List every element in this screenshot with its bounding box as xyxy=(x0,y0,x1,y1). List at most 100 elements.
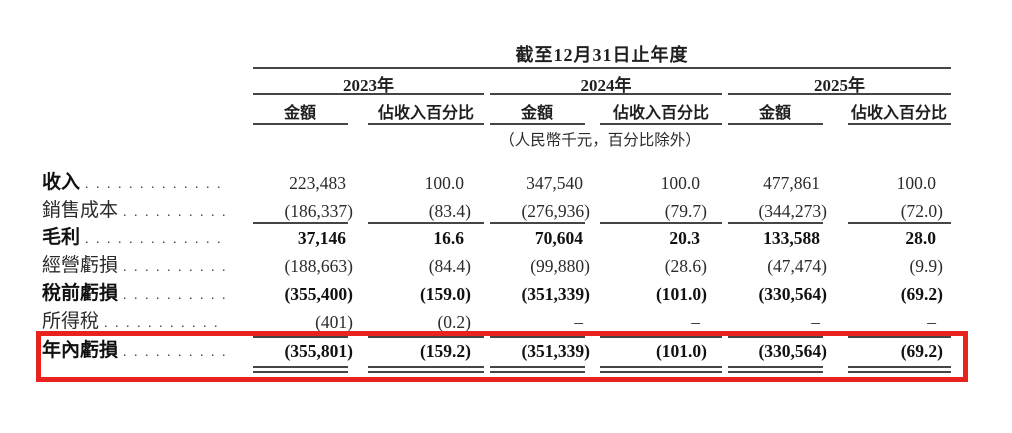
amount-cell: (351,339) xyxy=(521,284,590,304)
year-header-2025: 2025年 xyxy=(814,76,865,95)
amount-cell: (355,400) xyxy=(284,284,353,304)
subtotal-rule xyxy=(600,336,722,338)
column-header-underline-rule xyxy=(728,123,823,125)
percent-cell: (101.0) xyxy=(655,284,707,304)
currency-unit-note: （人民幣千元，百分比除外） xyxy=(499,132,701,149)
year-underline-rule xyxy=(253,93,484,95)
table-row: 收入 . . . . . . . . . . . . . . . . . . .… xyxy=(0,169,1012,197)
dot-leader: . . . . . . . . . . . . . . . . . . . . … xyxy=(85,232,225,247)
percent-cell: (159.2) xyxy=(419,341,471,361)
row-label: 稅前虧損 xyxy=(42,283,119,304)
percent-cell: 16.6 xyxy=(433,228,464,248)
percent-cell: (72.0) xyxy=(900,201,943,221)
amount-cell: – xyxy=(811,312,820,332)
table-row: 銷售成本 . . . . . . . . . . . . . . . . . .… xyxy=(0,197,1012,225)
subtotal-rule xyxy=(728,336,823,338)
row-label: 毛利 xyxy=(42,227,81,248)
subtotal-rule xyxy=(728,222,823,224)
amount-cell: (99,880) xyxy=(530,256,590,276)
percent-cell: (83.4) xyxy=(428,201,471,221)
subtotal-rule xyxy=(490,222,585,224)
amount-cell: 133,588 xyxy=(763,228,820,248)
total-double-rule xyxy=(253,366,348,368)
percent-cell: (84.4) xyxy=(428,256,471,276)
total-double-rule xyxy=(368,366,484,368)
amount-cell: 70,604 xyxy=(534,228,583,248)
total-double-rule xyxy=(490,366,585,368)
row-label-wrap: 年內虧損 . . . . . . . . . . . . . . . . . .… xyxy=(42,337,225,365)
total-double-rule xyxy=(848,371,951,373)
percent-cell: (0.2) xyxy=(437,312,471,332)
percent-cell: 100.0 xyxy=(424,173,464,193)
dot-leader: . . . . . . . . . . . . . . . . . . . . … xyxy=(85,177,225,192)
row-label-wrap: 銷售成本 . . . . . . . . . . . . . . . . . .… xyxy=(42,197,225,225)
total-double-rule xyxy=(600,371,722,373)
total-double-rule xyxy=(368,371,484,373)
amount-cell: (330,564) xyxy=(758,341,827,361)
amount-cell: 223,483 xyxy=(289,173,346,193)
percent-cell: (79.7) xyxy=(664,201,707,221)
row-label-wrap: 所得稅 . . . . . . . . . . . . . . . . . . … xyxy=(42,308,225,336)
total-double-rule xyxy=(848,366,951,368)
total-double-rule xyxy=(728,366,823,368)
dot-leader: . . . . . . . . . . . . . . . . . . . . … xyxy=(123,288,225,303)
highlight-box xyxy=(36,331,968,382)
table-row: 所得稅 . . . . . . . . . . . . . . . . . . … xyxy=(0,308,1012,336)
year-underline-rule xyxy=(490,93,722,95)
amount-cell: (188,663) xyxy=(284,256,353,276)
row-label: 收入 xyxy=(42,172,81,193)
year-header-2023: 2023年 xyxy=(343,76,394,95)
row-label: 經營虧損 xyxy=(42,255,119,276)
subtotal-rule xyxy=(368,222,484,224)
column-header-underline-rule xyxy=(600,123,722,125)
amount-header-2023: 金額 xyxy=(283,105,316,122)
subtotal-rule xyxy=(600,222,722,224)
table-row: 經營虧損 . . . . . . . . . . . . . . . . . .… xyxy=(0,252,1012,280)
dot-leader: . . . . . . . . . . . . . . . . . . . . … xyxy=(123,260,225,275)
table-row: 稅前虧損 . . . . . . . . . . . . . . . . . .… xyxy=(0,280,1012,308)
percent-cell: 100.0 xyxy=(660,173,700,193)
amount-cell: (355,801) xyxy=(284,341,353,361)
total-double-rule xyxy=(253,371,348,373)
percent-cell: (9.9) xyxy=(909,256,943,276)
row-label-wrap: 經營虧損 . . . . . . . . . . . . . . . . . .… xyxy=(42,252,225,280)
amount-cell: 37,146 xyxy=(297,228,346,248)
percent-cell: (69.2) xyxy=(900,284,943,304)
amount-header-2024: 金額 xyxy=(520,105,553,122)
column-header-underline-rule xyxy=(368,123,484,125)
percent-header-2025: 佔收入百分比 xyxy=(850,105,947,122)
row-label: 所得稅 xyxy=(42,311,100,332)
percent-cell: (159.0) xyxy=(419,284,471,304)
subtotal-rule xyxy=(253,222,348,224)
amount-cell: (401) xyxy=(315,312,353,332)
year-header-2024: 2024年 xyxy=(580,76,632,95)
subtotal-rule xyxy=(253,336,348,338)
percent-cell: (69.2) xyxy=(900,341,943,361)
amount-header-2025: 金額 xyxy=(758,105,791,122)
total-double-rule xyxy=(600,366,722,368)
dot-leader: . . . . . . . . . . . . . . . . . . . . … xyxy=(104,316,225,331)
percent-cell: 28.0 xyxy=(905,228,936,248)
amount-cell: 477,861 xyxy=(763,173,820,193)
percent-header-2023: 佔收入百分比 xyxy=(377,105,474,122)
total-double-rule xyxy=(490,371,585,373)
amount-cell: (47,474) xyxy=(767,256,827,276)
amount-cell: (276,936) xyxy=(521,201,590,221)
amount-cell: (344,273) xyxy=(758,201,827,221)
column-header-underline-rule xyxy=(490,123,585,125)
table-title: 截至12月31日止年度 xyxy=(515,45,689,65)
row-label-wrap: 稅前虧損 . . . . . . . . . . . . . . . . . .… xyxy=(42,280,225,308)
title-underline-rule xyxy=(253,67,951,69)
column-header-underline-rule xyxy=(253,123,348,125)
percent-cell: – xyxy=(927,312,936,332)
amount-cell: (351,339) xyxy=(521,341,590,361)
row-label-wrap: 毛利 . . . . . . . . . . . . . . . . . . .… xyxy=(42,224,225,252)
amount-cell: 347,540 xyxy=(526,173,583,193)
row-label: 年內虧損 xyxy=(42,340,119,361)
percent-cell: (101.0) xyxy=(655,341,707,361)
percent-header-2024: 佔收入百分比 xyxy=(612,105,709,122)
subtotal-rule xyxy=(368,336,484,338)
dot-leader: . . . . . . . . . . . . . . . . . . . . … xyxy=(123,345,225,360)
table-row: 年內虧損 . . . . . . . . . . . . . . . . . .… xyxy=(0,337,1012,365)
